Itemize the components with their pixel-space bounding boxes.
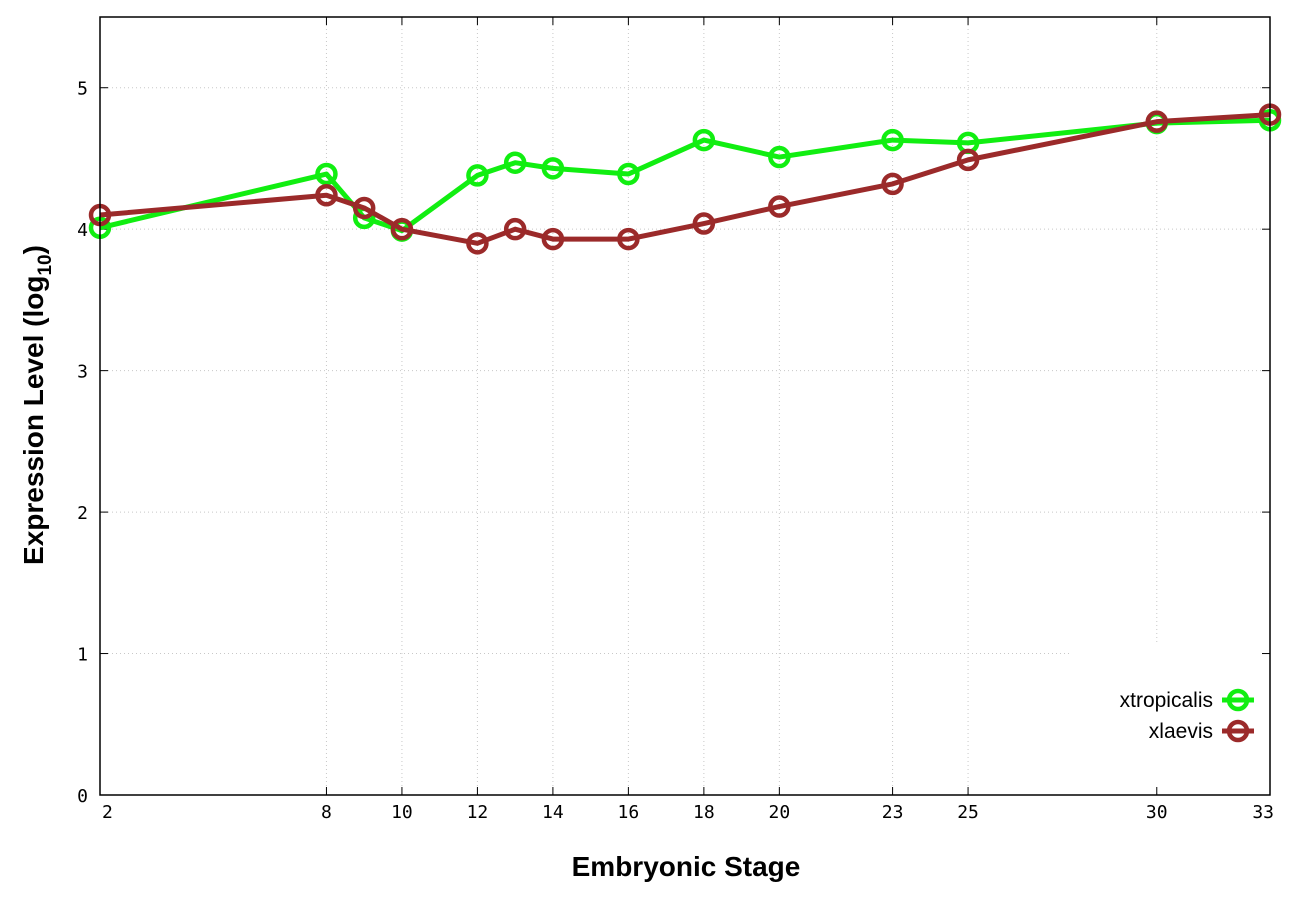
y-axis-title-subscript: 10 <box>35 254 56 275</box>
data-point-xtropicalis-stage-16 <box>617 162 640 186</box>
legend: xtropicalis xlaevis <box>1120 688 1254 743</box>
y-tick-label-2: 2 <box>77 503 88 524</box>
data-point-xtropicalis-stage-18 <box>692 128 716 152</box>
data-point-xlaevis-stage-18 <box>692 212 716 235</box>
y-tick-label-5: 5 <box>77 79 88 100</box>
x-tick-label-2: 2 <box>102 802 113 823</box>
y-tick-label-4: 4 <box>77 220 88 241</box>
legend-background <box>1072 645 1269 793</box>
data-point-xlaevis-stage-9 <box>352 196 376 220</box>
y-tick-label-3: 3 <box>77 362 88 383</box>
data-point-xlaevis-stage-16 <box>617 227 640 251</box>
x-tick-label-14: 14 <box>542 802 564 823</box>
data-point-xlaevis-stage-10 <box>390 217 414 241</box>
series-line-xtropicalis <box>99 117 1271 234</box>
legend-marker-xlaevis <box>1226 719 1250 743</box>
x-tick-label-8: 8 <box>321 802 332 823</box>
data-point-xtropicalis-stage-20 <box>768 145 791 169</box>
data-point-xlaevis-stage-8 <box>315 183 338 207</box>
series-line-xlaevis <box>99 112 1271 246</box>
data-point-xtropicalis-stage-23 <box>881 128 904 152</box>
data-point-xlaevis-stage-12 <box>466 232 489 255</box>
plot-frame <box>99 16 1271 796</box>
y-axis-title-main: Expression Level (log <box>18 276 49 565</box>
legend-label-xtropicalis: xtropicalis <box>1120 689 1213 712</box>
x-tick-label-10: 10 <box>391 802 413 823</box>
x-tick-label-23: 23 <box>882 802 904 823</box>
y-axis-title: Expression Level (log10) <box>18 245 56 565</box>
data-point-xlaevis-stage-30 <box>1145 110 1169 133</box>
x-tick-label-30: 30 <box>1146 802 1168 823</box>
data-point-xlaevis-stage-20 <box>768 195 791 218</box>
data-point-xlaevis-stage-14 <box>541 227 565 251</box>
data-point-xtropicalis-stage-8 <box>315 162 338 186</box>
data-point-xlaevis-stage-25 <box>956 148 980 172</box>
x-axis-title: Embryonic Stage <box>572 851 801 882</box>
data-point-xlaevis-stage-13 <box>503 217 527 241</box>
data-point-xtropicalis-stage-12 <box>466 164 489 187</box>
data-point-xtropicalis-stage-13 <box>503 151 527 174</box>
y-axis-title-suffix: ) <box>18 245 49 254</box>
legend-marker-xtropicalis <box>1226 688 1250 712</box>
series-lines <box>88 103 1282 255</box>
x-tick-label-20: 20 <box>769 802 791 823</box>
x-tick-label-33: 33 <box>1252 802 1274 823</box>
x-tick-label-25: 25 <box>957 802 979 823</box>
x-tick-label-12: 12 <box>467 802 489 823</box>
x-tick-label-18: 18 <box>693 802 715 823</box>
legend-label-xlaevis: xlaevis <box>1149 720 1213 743</box>
y-tick-label-0: 0 <box>77 786 88 807</box>
y-tick-label-1: 1 <box>77 645 88 666</box>
data-point-xtropicalis-stage-14 <box>541 157 565 180</box>
data-point-xlaevis-stage-23 <box>881 172 904 196</box>
x-tick-label-16: 16 <box>618 802 640 823</box>
